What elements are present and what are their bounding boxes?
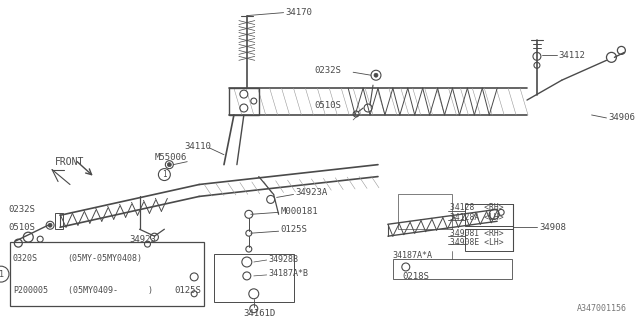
- Circle shape: [374, 73, 378, 77]
- Text: 34908: 34908: [539, 223, 566, 232]
- Text: 34110: 34110: [184, 142, 211, 151]
- Text: 0510S: 0510S: [8, 223, 35, 232]
- Text: M55006: M55006: [154, 153, 187, 162]
- Text: 34906: 34906: [609, 114, 636, 123]
- Text: 34928B: 34928B: [269, 254, 299, 264]
- Text: (05MY-05MY0408): (05MY-05MY0408): [68, 254, 143, 263]
- Bar: [393, 259, 512, 279]
- Text: 34908I <RH>: 34908I <RH>: [449, 229, 503, 238]
- Text: 34187A*B: 34187A*B: [269, 269, 308, 278]
- Bar: [398, 195, 452, 229]
- Circle shape: [48, 223, 52, 227]
- Text: 1: 1: [0, 270, 4, 279]
- Circle shape: [167, 163, 172, 167]
- Text: FRONT: FRONT: [55, 157, 84, 167]
- Text: 34187A*A: 34187A*A: [393, 251, 433, 260]
- Text: 34161D: 34161D: [244, 309, 276, 318]
- Text: 34170: 34170: [285, 8, 312, 17]
- Bar: [465, 204, 513, 226]
- Text: 34923A: 34923A: [296, 188, 328, 197]
- Text: 34128  <RH>: 34128 <RH>: [449, 203, 503, 212]
- Text: 0510S: 0510S: [314, 100, 341, 109]
- Text: 34908E <LH>: 34908E <LH>: [449, 238, 503, 247]
- Text: M000181: M000181: [280, 207, 318, 216]
- Text: 0125S: 0125S: [280, 225, 307, 234]
- Text: 34112: 34112: [559, 51, 586, 60]
- Text: 34128A <LH>: 34128A <LH>: [449, 213, 503, 222]
- Bar: [465, 229, 513, 251]
- Text: P200005: P200005: [13, 285, 48, 294]
- Text: A347001156: A347001156: [577, 304, 627, 313]
- Text: (05MY0409-      ): (05MY0409- ): [68, 285, 152, 294]
- Text: 0218S: 0218S: [403, 272, 429, 281]
- Bar: [229, 88, 259, 115]
- Bar: [10, 242, 204, 306]
- Text: 0320S: 0320S: [13, 254, 38, 263]
- Text: 0232S: 0232S: [314, 66, 341, 75]
- Text: 34923: 34923: [129, 235, 156, 244]
- Bar: [55, 213, 63, 229]
- Text: 1: 1: [162, 170, 166, 179]
- Bar: [214, 254, 294, 302]
- Text: 0232S: 0232S: [8, 205, 35, 214]
- Text: 0125S: 0125S: [174, 286, 201, 295]
